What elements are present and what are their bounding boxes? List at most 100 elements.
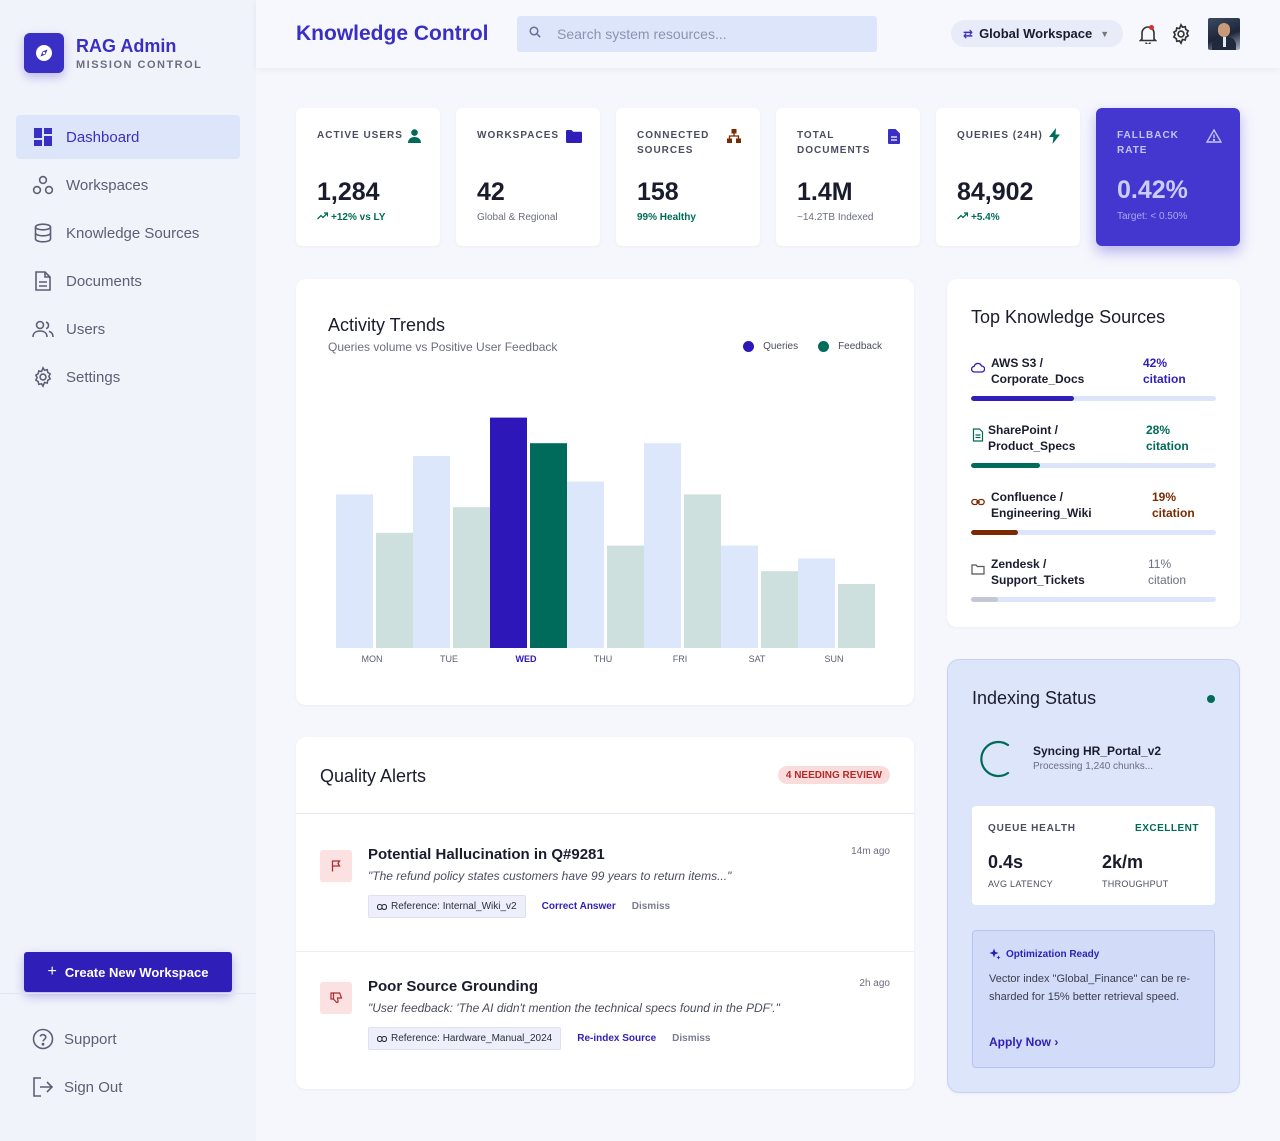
sidebar-item-users[interactable]: Users xyxy=(16,307,240,351)
reindex-source-button[interactable]: Re-index Source xyxy=(577,1033,657,1044)
bar-queries-mon[interactable] xyxy=(336,494,373,648)
source-percentage: 28% citation xyxy=(1146,423,1189,453)
stat-label: TOTAL DOCUMENTS xyxy=(797,130,871,156)
chart-title: Activity Trends xyxy=(328,315,446,335)
stat-card-total-documents[interactable]: TOTAL DOCUMENTS 1.4M ~14.2TB Indexed xyxy=(776,108,920,246)
source-percentage: 19% citation xyxy=(1152,490,1195,520)
progress-fill xyxy=(971,530,1018,535)
x-tick-label: THU xyxy=(594,654,613,664)
warning-icon xyxy=(1206,128,1222,144)
alert-item: Potential Hallucination in Q#9281 14m ag… xyxy=(296,814,914,946)
stat-sub: +5.4% xyxy=(957,212,1000,223)
bar-queries-sat[interactable] xyxy=(721,545,758,648)
throughput-label: THROUGHPUT xyxy=(1102,879,1169,889)
activity-trends-panel: MON TUE WED THU FRI SAT SUN Activity Trends Qu… xyxy=(296,279,914,705)
bar-queries-sun[interactable] xyxy=(798,558,835,648)
sidebar-item-label: Dashboard xyxy=(66,128,140,146)
spinner-icon xyxy=(980,740,1010,778)
sidebar-item-label: Knowledge Sources xyxy=(66,224,200,242)
search-input[interactable] xyxy=(557,26,847,42)
x-tick-label: MON xyxy=(362,654,383,664)
dismiss-button[interactable]: Dismiss xyxy=(631,901,671,912)
alerts-title: Quality Alerts xyxy=(320,766,427,786)
avatar[interactable] xyxy=(1208,18,1240,50)
source-percentage: 42% citation xyxy=(1143,356,1186,386)
queue-status: EXCELLENT xyxy=(1135,823,1199,834)
stat-sub: +12% vs LY xyxy=(317,212,385,223)
bolt-icon xyxy=(1046,128,1062,144)
bar-queries-fri[interactable] xyxy=(644,443,681,648)
search-bar[interactable] xyxy=(517,16,877,52)
dashboard-icon xyxy=(32,126,54,148)
stat-sub: 99% Healthy xyxy=(637,212,696,223)
compass-icon xyxy=(24,33,64,73)
stat-label: FALLBACK RATE xyxy=(1117,130,1179,156)
bar-feedback-thu[interactable] xyxy=(607,545,644,648)
apply-now-link[interactable]: Apply Now › xyxy=(989,1035,1059,1049)
sidebar: RAG Admin MISSION CONTROL Dashboard Work… xyxy=(0,0,256,1141)
stat-card-workspaces[interactable]: WORKSPACES 42 Global & Regional xyxy=(456,108,600,246)
bar-feedback-fri[interactable] xyxy=(684,494,721,648)
correct-answer-button[interactable]: Correct Answer xyxy=(541,901,616,912)
bar-feedback-sun[interactable] xyxy=(838,584,875,648)
source-name: Zendesk / Support_Tickets xyxy=(991,557,1085,587)
support-link[interactable]: Support xyxy=(16,1019,240,1059)
legend-item-feedback[interactable]: Feedback xyxy=(818,341,882,352)
reference-tag[interactable]: Reference: Hardware_Manual_2024 xyxy=(368,1027,562,1050)
settings-button[interactable] xyxy=(1169,22,1193,46)
review-badge: 4 NEEDING REVIEW xyxy=(777,766,890,784)
sidebar-item-knowledge-sources[interactable]: Knowledge Sources xyxy=(16,211,240,255)
document-icon xyxy=(32,270,54,292)
stat-value: 1,284 xyxy=(317,178,380,206)
stat-sub: ~14.2TB Indexed xyxy=(797,212,874,223)
bar-feedback-wed[interactable] xyxy=(530,443,567,648)
sidebar-item-documents[interactable]: Documents xyxy=(16,259,240,303)
gear-icon xyxy=(32,366,54,388)
notifications-button[interactable] xyxy=(1136,22,1160,46)
latency-value: 0.4s xyxy=(988,852,1024,872)
search-icon xyxy=(529,25,541,43)
create-workspace-button[interactable]: + Create New Workspace xyxy=(24,952,232,992)
brand[interactable]: RAG Admin MISSION CONTROL xyxy=(24,33,202,73)
stat-label: WORKSPACES xyxy=(477,130,560,141)
stat-card-active-users[interactable]: ACTIVE USERS 1,284 +12% vs LY xyxy=(296,108,440,246)
stat-value: 1.4M xyxy=(797,178,853,206)
stat-card-fallback-rate[interactable]: FALLBACK RATE 0.42% Target: < 0.50% xyxy=(1096,108,1240,246)
chart-legend: Queries Feedback xyxy=(723,341,882,352)
source-name: SharePoint / Product_Specs xyxy=(988,423,1076,453)
sources-title: Top Knowledge Sources xyxy=(971,307,1166,327)
x-tick-label: SAT xyxy=(749,654,766,664)
stat-value: 158 xyxy=(637,178,679,206)
bar-queries-wed[interactable] xyxy=(490,417,527,648)
gear-icon xyxy=(1172,23,1190,45)
bar-feedback-mon[interactable] xyxy=(376,532,413,648)
progress-fill xyxy=(971,463,1040,468)
legend-item-queries[interactable]: Queries xyxy=(743,341,798,352)
x-tick-label: FRI xyxy=(673,654,688,664)
stat-card-queries[interactable]: QUERIES (24H) 84,902 +5.4% xyxy=(936,108,1080,246)
alert-item: Poor Source Grounding 2h ago "User feedb… xyxy=(296,946,914,1078)
page-title: Knowledge Control xyxy=(296,22,489,45)
bar-feedback-tue[interactable] xyxy=(453,507,490,648)
workspace-selector[interactable]: ⇄ Global Workspace ▼ xyxy=(951,20,1124,47)
sidebar-item-dashboard[interactable]: Dashboard xyxy=(16,115,240,159)
sync-title: Syncing HR_Portal_v2 xyxy=(1033,744,1162,758)
help-icon xyxy=(32,1028,54,1050)
bar-queries-tue[interactable] xyxy=(413,456,450,648)
sign-out-link[interactable]: Sign Out xyxy=(16,1067,240,1107)
sidebar-item-settings[interactable]: Settings xyxy=(16,355,240,399)
swap-icon: ⇄ xyxy=(963,26,974,41)
bar-feedback-sat[interactable] xyxy=(761,571,798,648)
bar-queries-thu[interactable] xyxy=(567,481,604,648)
progress-fill xyxy=(971,597,998,602)
stat-value: 0.42% xyxy=(1117,176,1188,204)
reference-tag[interactable]: Reference: Internal_Wiki_v2 xyxy=(368,895,526,918)
file-icon xyxy=(972,428,984,442)
stat-label: CONNECTED SOURCES xyxy=(637,130,710,156)
stat-value: 84,902 xyxy=(957,178,1034,206)
sidebar-item-workspaces[interactable]: Workspaces xyxy=(16,163,240,207)
queue-health-card: QUEUE HEALTH EXCELLENT 0.4s AVG LATENCY … xyxy=(972,806,1215,905)
dismiss-button[interactable]: Dismiss xyxy=(672,1033,711,1044)
stat-card-connected-sources[interactable]: CONNECTED SOURCES 158 99% Healthy xyxy=(616,108,760,246)
cloud-icon xyxy=(971,362,985,373)
